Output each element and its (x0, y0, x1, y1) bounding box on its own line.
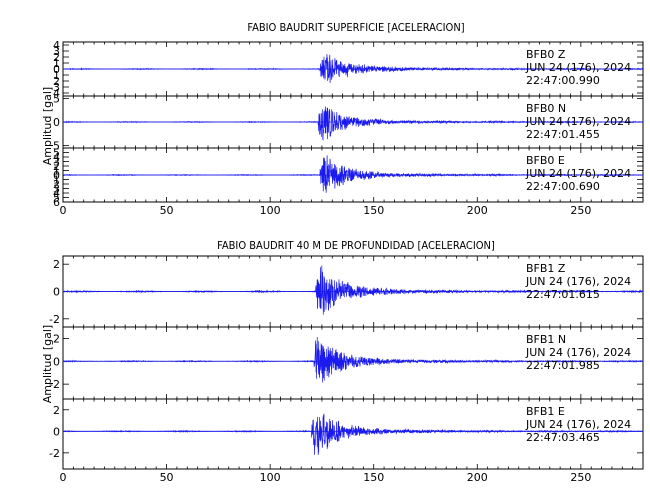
y-tick-label: 3 (53, 81, 60, 94)
station-component-label: BFB1 N (526, 333, 566, 346)
panel-title-superficie: FABIO BAUDRIT SUPERFICIE [ACELERACION] (247, 21, 464, 34)
y-tick-label: 5 (53, 92, 60, 105)
x-tick-label: 100 (260, 471, 281, 484)
y-tick-label: 3 (53, 183, 60, 196)
y-tick-label: 2 (53, 160, 60, 173)
y-tick-label: 1 (53, 165, 60, 178)
date-label: JUN 24 (176), 2024 (525, 418, 631, 431)
y-tick-label: 4 (53, 187, 60, 200)
date-label: JUN 24 (176), 2024 (525, 115, 631, 128)
station-component-label: BFB0 N (526, 102, 566, 115)
y-tick-label: 2 (53, 178, 60, 191)
x-tick-label: 250 (570, 471, 591, 484)
x-tick-label: 200 (467, 471, 488, 484)
x-tick-label: 50 (160, 204, 174, 217)
time-label: 22:47:03.465 (526, 431, 600, 444)
y-tick-label: -2 (49, 447, 60, 460)
x-tick-label: 150 (363, 204, 384, 217)
x-tick-label: 100 (260, 204, 281, 217)
y-axis-label-top: Amplitud [gal] (41, 87, 54, 165)
y-tick-label: 0 (53, 63, 60, 76)
y-tick-label: 4 (53, 39, 60, 52)
y-tick-label: 0 (53, 286, 60, 299)
y-tick-label: 3 (53, 156, 60, 169)
date-label: JUN 24 (176), 2024 (525, 167, 631, 180)
station-component-label: BFB1 E (526, 405, 565, 418)
y-tick-label: 2 (53, 51, 60, 64)
y-tick-label: 2 (53, 332, 60, 345)
y-axis-label-bottom: Amplitud [gal] (41, 325, 54, 403)
time-label: 22:47:01.985 (526, 359, 600, 372)
time-label: 22:47:00.690 (526, 180, 600, 193)
x-tick-label: 200 (467, 204, 488, 217)
y-tick-label: 0 (53, 425, 60, 438)
y-tick-label: 2 (53, 75, 60, 88)
y-tick-label: 1 (53, 57, 60, 70)
station-component-label: BFB0 E (526, 154, 565, 167)
x-tick-label: 50 (160, 471, 174, 484)
time-label: 22:47:01.615 (526, 288, 600, 301)
y-tick-label: 6 (53, 196, 60, 209)
y-tick-label: 5 (53, 192, 60, 205)
y-tick-label: -2 (49, 378, 60, 391)
y-tick-label: 1 (53, 174, 60, 187)
y-tick-label: 2 (53, 258, 60, 271)
x-tick-label: 0 (60, 471, 67, 484)
y-tick-label: 0 (53, 169, 60, 182)
y-tick-label: 0 (53, 355, 60, 368)
y-tick-label: -2 (49, 313, 60, 326)
date-label: JUN 24 (176), 2024 (525, 346, 631, 359)
y-tick-label: 5 (53, 140, 60, 153)
y-tick-label: 1 (53, 69, 60, 82)
y-tick-label: 5 (53, 147, 60, 160)
y-tick-label: 4 (53, 151, 60, 164)
date-label: JUN 24 (176), 2024 (525, 275, 631, 288)
y-tick-label: 4 (53, 87, 60, 100)
panel-title-profundidad: FABIO BAUDRIT 40 M DE PROFUNDIDAD [ACELE… (217, 239, 495, 252)
time-label: 22:47:01.455 (526, 128, 600, 141)
station-component-label: BFB0 Z (526, 48, 566, 61)
y-tick-label: 0 (53, 116, 60, 129)
x-tick-label: 150 (363, 471, 384, 484)
x-tick-label: 250 (570, 204, 591, 217)
station-component-label: BFB1 Z (526, 262, 566, 275)
y-tick-label: 2 (53, 404, 60, 417)
x-tick-label: 0 (60, 204, 67, 217)
time-label: 22:47:00.990 (526, 74, 600, 87)
date-label: JUN 24 (176), 2024 (525, 61, 631, 74)
y-tick-label: 3 (53, 45, 60, 58)
